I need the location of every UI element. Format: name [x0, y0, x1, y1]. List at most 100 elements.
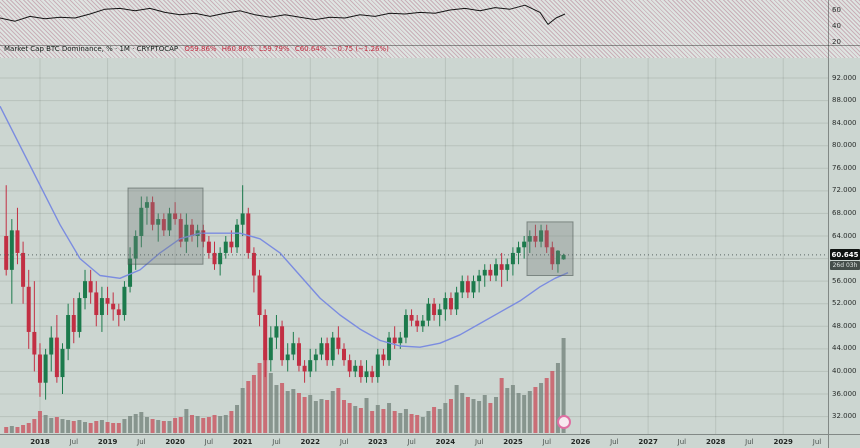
candle-body[interactable]: [522, 241, 527, 248]
candle-body[interactable]: [325, 343, 330, 361]
candle-body[interactable]: [21, 252, 26, 287]
candle-body[interactable]: [527, 236, 532, 242]
candle-body[interactable]: [122, 286, 127, 316]
candle-body[interactable]: [409, 315, 414, 321]
candle-body[interactable]: [544, 230, 549, 248]
candle-body[interactable]: [116, 309, 121, 316]
candle-body[interactable]: [415, 320, 420, 327]
time-axis[interactable]: 2018 Jul 2019 Jul 2020 Jul 2021 Jul 2022 Jul 2023 J…: [0, 434, 828, 448]
candle-body[interactable]: [296, 343, 301, 366]
candle-body[interactable]: [88, 281, 93, 293]
candle-body[interactable]: [375, 354, 380, 378]
candle-body[interactable]: [510, 252, 515, 265]
candle-body[interactable]: [437, 309, 442, 316]
price-chart[interactable]: [0, 0, 828, 448]
candle-body[interactable]: [426, 303, 431, 321]
candle-body[interactable]: [516, 247, 521, 253]
candle-body[interactable]: [488, 269, 493, 276]
candle-body[interactable]: [539, 230, 544, 242]
candle-body[interactable]: [26, 286, 31, 332]
candle-body[interactable]: [235, 224, 240, 248]
candle-body[interactable]: [274, 326, 279, 338]
event-marker-icon[interactable]: [557, 415, 571, 429]
candle-body[interactable]: [161, 219, 166, 231]
candle-body[interactable]: [99, 298, 104, 316]
candle-body[interactable]: [178, 219, 183, 242]
candle-body[interactable]: [139, 207, 144, 237]
candle-body[interactable]: [212, 252, 217, 265]
candle-body[interactable]: [330, 337, 335, 361]
indicator-pane[interactable]: [0, 0, 828, 45]
candle-body[interactable]: [358, 365, 363, 378]
candle-body[interactable]: [77, 298, 82, 332]
candle-body[interactable]: [218, 252, 223, 265]
candle-body[interactable]: [94, 292, 99, 316]
candle-body[interactable]: [302, 365, 307, 372]
candle-body[interactable]: [60, 348, 65, 378]
candle-body[interactable]: [83, 281, 88, 299]
pane-divider[interactable]: [0, 45, 860, 46]
candle-body[interactable]: [71, 315, 76, 332]
candle-body[interactable]: [4, 236, 9, 270]
candle-body[interactable]: [370, 371, 375, 378]
candle-body[interactable]: [465, 281, 470, 293]
candle-body[interactable]: [555, 250, 560, 265]
candle-body[interactable]: [403, 315, 408, 338]
highlight-box[interactable]: [127, 187, 204, 265]
candle-body[interactable]: [133, 236, 138, 259]
ma-line[interactable]: [0, 105, 569, 348]
symbol-title[interactable]: Market Cap BTC Dominance, % · 1M · CRYPT…: [4, 45, 179, 53]
highlight-box[interactable]: [526, 221, 574, 277]
candle-body[interactable]: [561, 254, 566, 260]
candle-body[interactable]: [32, 331, 37, 355]
candle-body[interactable]: [189, 224, 194, 237]
candle-body[interactable]: [505, 264, 510, 270]
candle-body[interactable]: [128, 258, 133, 287]
candle-body[interactable]: [15, 230, 20, 253]
candle-body[interactable]: [156, 219, 161, 225]
candle-body[interactable]: [111, 303, 116, 310]
candle-body[interactable]: [268, 337, 273, 361]
candle-body[interactable]: [443, 298, 448, 310]
candle-body[interactable]: [499, 264, 504, 270]
candle-body[interactable]: [342, 348, 346, 361]
candle-body[interactable]: [392, 337, 397, 344]
candle-body[interactable]: [471, 281, 476, 293]
candle-body[interactable]: [291, 343, 296, 355]
candle-body[interactable]: [347, 360, 352, 372]
candle-body[interactable]: [184, 224, 189, 242]
candle-body[interactable]: [398, 337, 403, 344]
candle-body[interactable]: [54, 337, 59, 378]
candle-body[interactable]: [387, 337, 392, 361]
candle-body[interactable]: [482, 269, 487, 276]
candle-body[interactable]: [229, 241, 234, 248]
candle-body[interactable]: [9, 230, 14, 270]
candle-body[interactable]: [206, 241, 211, 253]
candle-body[interactable]: [460, 281, 465, 293]
candle-body[interactable]: [381, 354, 386, 361]
candle-body[interactable]: [144, 202, 149, 208]
candle-body[interactable]: [477, 275, 482, 282]
candle-body[interactable]: [420, 320, 425, 327]
candle-body[interactable]: [533, 236, 538, 242]
candle-body[interactable]: [454, 292, 459, 310]
candle-body[interactable]: [173, 213, 178, 220]
candle-body[interactable]: [364, 371, 369, 378]
candle-body[interactable]: [550, 247, 555, 265]
candle-body[interactable]: [285, 354, 290, 361]
price-axis[interactable]: 60.645 26d 03h 92.000 88.000 84.000 80.000 7…: [828, 0, 860, 448]
candle-body[interactable]: [353, 365, 358, 372]
candle-body[interactable]: [336, 337, 341, 349]
candle-body[interactable]: [448, 298, 453, 310]
candle-body[interactable]: [432, 303, 437, 316]
candle-body[interactable]: [167, 213, 172, 231]
candle-body[interactable]: [37, 354, 42, 383]
candle-body[interactable]: [308, 360, 313, 372]
candle-body[interactable]: [494, 264, 499, 276]
candle-body[interactable]: [49, 337, 54, 355]
candle-body[interactable]: [263, 315, 268, 361]
candle-body[interactable]: [246, 213, 251, 253]
candle-body[interactable]: [66, 315, 71, 349]
candle-body[interactable]: [43, 354, 48, 383]
candle-body[interactable]: [105, 298, 110, 304]
